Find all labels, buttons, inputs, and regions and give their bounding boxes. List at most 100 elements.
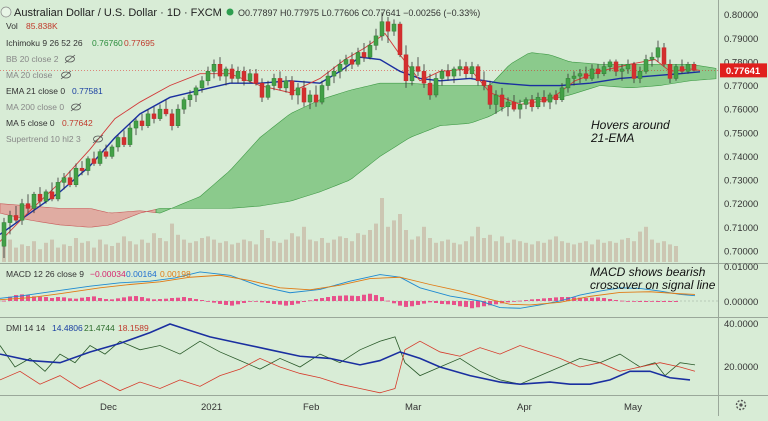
- macd-hist-bar: [290, 301, 294, 305]
- macd-hist-bar: [218, 301, 222, 304]
- macd-hist-bar: [644, 301, 648, 302]
- time-label: May: [624, 402, 642, 413]
- volume-bar: [578, 242, 582, 262]
- macd-hist-bar: [248, 301, 252, 302]
- dmi-label[interactable]: DMI 14 14: [6, 323, 45, 333]
- macd-hist-bar: [596, 297, 600, 301]
- macd-hist-bar: [464, 301, 468, 307]
- candle-body: [637, 71, 643, 79]
- candle-body: [643, 59, 649, 72]
- ichimoku-label[interactable]: Ichimoku 9 26 52 26: [6, 38, 83, 48]
- candle-body: [337, 64, 343, 72]
- ma200-hidden-eye-icon[interactable]: [70, 102, 82, 112]
- macd-hist-bar: [38, 296, 42, 301]
- ma5-label[interactable]: MA 5 close 0: [6, 118, 55, 128]
- volume-bar: [434, 242, 438, 262]
- candle-body: [133, 120, 139, 129]
- ma20-hidden-eye-icon[interactable]: [60, 70, 72, 80]
- candle-body: [97, 151, 103, 164]
- bb-label[interactable]: BB 20 close 2: [6, 54, 59, 64]
- macd-label[interactable]: MACD 12 26 close 9: [6, 269, 84, 279]
- volume-bar: [224, 241, 228, 262]
- macd-tick: 0.01000: [724, 262, 758, 273]
- candle-body: [217, 64, 223, 77]
- candle-body: [481, 80, 487, 86]
- candle-body: [583, 73, 589, 79]
- annotation-ema-line-2: 21-EMA: [590, 131, 634, 145]
- macd-hist-bar: [50, 298, 54, 301]
- volume-bar: [428, 238, 432, 262]
- settings-gear-icon[interactable]: [735, 399, 747, 411]
- volume-bar: [134, 244, 138, 262]
- macd-hist-bar: [608, 299, 612, 301]
- time-axis[interactable]: Dec 2021 Feb Mar Apr May: [100, 402, 642, 413]
- candle-body: [397, 23, 403, 56]
- candle-body: [451, 68, 457, 77]
- candle-body: [679, 66, 685, 72]
- volume-bar: [32, 241, 36, 262]
- ema21-label[interactable]: EMA 21 close 0: [6, 86, 65, 96]
- candle-body: [181, 99, 187, 110]
- macd-hist-bar: [614, 300, 618, 301]
- volume-bar: [50, 239, 54, 262]
- price-tick: 0.71000: [724, 223, 758, 234]
- candle-body: [175, 108, 181, 126]
- volume-bar: [146, 242, 150, 262]
- volume-bar: [368, 230, 372, 262]
- volume-bar: [44, 242, 48, 262]
- candle-body: [343, 59, 349, 65]
- volume-bar: [260, 230, 264, 262]
- volume-bar: [608, 241, 612, 262]
- macd-hist-bar: [548, 298, 552, 301]
- candle-body: [169, 113, 175, 126]
- candle-body: [109, 146, 115, 157]
- volume-bar: [122, 236, 126, 262]
- price-tick: 0.74000: [724, 152, 758, 163]
- volume-bar: [674, 246, 678, 262]
- price-tick: 0.70000: [724, 246, 758, 257]
- candle-body: [157, 108, 163, 119]
- bb-hidden-eye-icon[interactable]: [64, 54, 76, 64]
- macd-hist-bar: [302, 301, 306, 302]
- candle-body: [241, 71, 247, 82]
- supertrend-hidden-eye-icon[interactable]: [92, 134, 104, 144]
- volume-bar: [542, 242, 546, 262]
- volume-bar: [440, 241, 444, 262]
- volume-bar: [392, 220, 396, 262]
- candle-body: [289, 80, 295, 96]
- price-tick: 0.76000: [724, 105, 758, 116]
- volume-bar: [506, 242, 510, 262]
- macd-hist-bar: [386, 300, 390, 302]
- time-label: Dec: [100, 402, 117, 413]
- volume-bar: [104, 244, 108, 262]
- candle-body: [79, 167, 85, 171]
- volume-bar: [176, 234, 180, 262]
- volume-bars: [2, 198, 678, 262]
- ohlc-readout: O0.77897 H0.77975 L0.77606 C0.77641 −0.0…: [238, 8, 480, 18]
- symbol-title[interactable]: Australian Dollar / U.S. Dollar · 1D · F…: [14, 7, 222, 19]
- ma200-label[interactable]: MA 200 close 0: [6, 102, 64, 112]
- macd-hist-bar: [332, 296, 336, 301]
- ma20-label[interactable]: MA 20 close: [6, 70, 53, 80]
- candle-body: [493, 94, 499, 105]
- volume-bar: [56, 247, 60, 262]
- macd-hist-bar: [650, 301, 654, 302]
- macd-hist-bar: [224, 301, 228, 305]
- volume-bar: [338, 236, 342, 262]
- candle-body: [577, 73, 583, 77]
- last-price-tag: 0.77641: [720, 63, 767, 78]
- candle-body: [553, 94, 559, 100]
- candle-body: [331, 71, 337, 77]
- candle-body: [307, 94, 313, 103]
- supertrend-label[interactable]: Supertrend 10 hl2 3: [6, 134, 81, 144]
- macd-hist-bar: [662, 301, 666, 302]
- volume-bar: [326, 242, 330, 262]
- price-axis[interactable]: 0.80000 0.79000 0.78000 0.77000 0.76000 0.750…: [724, 10, 758, 257]
- macd-hist-bar: [338, 295, 342, 301]
- volume-bar: [632, 241, 636, 262]
- symbol-circle-icon[interactable]: [0, 6, 12, 18]
- dmi-pane: [0, 323, 696, 394]
- price-tick: 0.72000: [724, 199, 758, 210]
